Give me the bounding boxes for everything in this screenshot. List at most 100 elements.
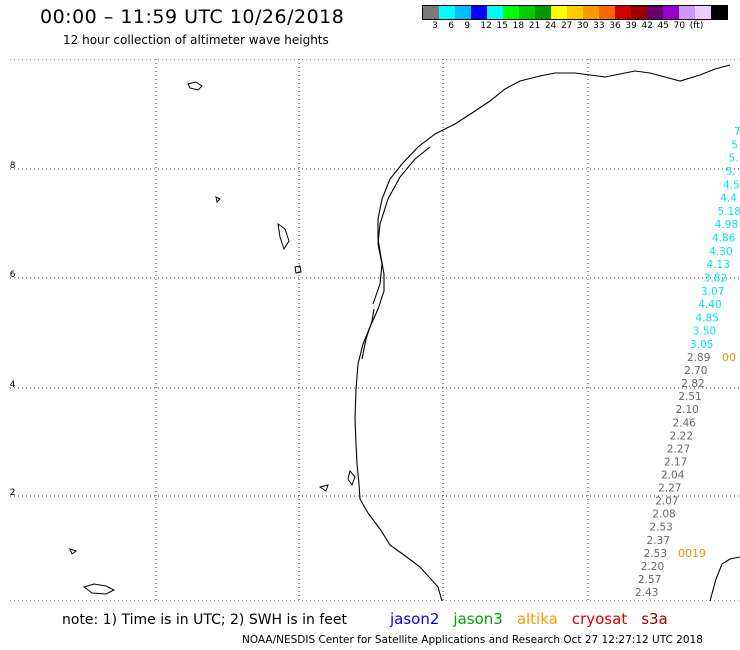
latitude-label: 24 [10, 380, 16, 390]
legend-swatch [695, 6, 711, 19]
legend-label: 24 [544, 21, 557, 31]
track-time-label: 0019 [678, 547, 706, 560]
legend-swatch [631, 6, 647, 19]
legend-swatch [583, 6, 599, 19]
legend-label: 27 [560, 21, 573, 31]
legend-label: 18 [512, 21, 525, 31]
wave-height-label: 2.53 [644, 548, 667, 560]
footer-note: note: 1) Time is in UTC; 2) SWH is in fe… [62, 612, 348, 628]
legend-swatch [615, 6, 631, 19]
map-subtitle: 12 hour collection of altimeter wave hei… [63, 33, 329, 47]
legend-label: 21 [528, 21, 541, 31]
legend-label: 15 [496, 21, 508, 31]
legend-label: 30 [577, 21, 589, 31]
coastal-islands [69, 81, 356, 595]
legend-label: 39 [625, 21, 637, 31]
wave-height-label: 2.27 [667, 443, 690, 455]
legend-label: 45 [657, 21, 670, 31]
legend-swatch [471, 6, 487, 19]
wave-height-map: -105-102-99-96-93-903028262422 755.5.4.5… [10, 59, 740, 601]
satellite-legend: jason2 jason3 altika cryosat s3a [390, 610, 682, 628]
legend-swatch [423, 6, 439, 19]
satellite-name: s3a [641, 610, 668, 628]
wave-height-label: 4.13 [707, 259, 730, 271]
legend-swatch [487, 6, 503, 19]
wave-height-label: 2.07 [655, 496, 678, 508]
wave-height-label: 3.82 [704, 272, 727, 284]
lat-lon-grid: -105-102-99-96-93-903028262422 [10, 59, 740, 601]
legend-swatch [535, 6, 551, 19]
wave-height-label: 2.82 [681, 378, 704, 390]
wave-height-label: 2.89 [687, 352, 710, 364]
legend-swatch [439, 6, 455, 19]
wave-height-label: 3.50 [693, 326, 716, 338]
lagoon-laguna-madre [361, 308, 375, 360]
wave-height-label: 2.17 [664, 456, 687, 468]
legend-swatch [647, 6, 663, 19]
wave-height-label: 2.10 [675, 404, 698, 416]
wave-height-label: 2.37 [647, 535, 670, 547]
wave-height-label: 4.40 [698, 299, 721, 311]
wave-height-label: 4.4 [720, 193, 737, 205]
wave-height-label: 3.07 [701, 286, 724, 298]
wave-height-label: 2.08 [652, 509, 675, 521]
satellite-name: jason3 [453, 610, 503, 628]
track-time-labels: 00 0019 [678, 351, 736, 560]
legend-label: 42 [641, 21, 653, 31]
legend-swatch [679, 6, 695, 19]
legend-label: 3 [432, 21, 438, 31]
barrier-islands [372, 146, 431, 305]
legend-label: 9 [464, 21, 471, 31]
wave-height-label: 2.27 [658, 483, 681, 495]
wave-height-label: 2.70 [684, 365, 707, 377]
altimeter-track-cyan: 755.5.4.54.45.184.984.864.304.133.823.07… [690, 126, 740, 351]
wave-height-label: 4.30 [709, 246, 732, 258]
legend-swatch [599, 6, 615, 19]
legend-label: 6 [448, 21, 454, 31]
credit-line: NOAA/NESDIS Center for Satellite Applica… [242, 634, 703, 646]
latitude-label: 28 [10, 161, 16, 171]
legend-swatch [663, 6, 679, 19]
altimeter-track-gray: 2.892.702.822.512.102.462.222.272.172.04… [635, 352, 710, 599]
wave-height-label: 2.46 [673, 417, 697, 429]
legend-swatch [551, 6, 567, 19]
wave-height-label: 2.04 [661, 470, 685, 482]
satellite-name: cryosat [571, 610, 628, 628]
wave-height-label: 2.53 [649, 522, 672, 534]
louisiana-coast [709, 556, 740, 601]
wave-height-label: 3.05 [690, 339, 713, 351]
legend-label: 70 [673, 21, 686, 31]
wave-height-label: 2.57 [638, 574, 661, 586]
legend-swatch [519, 6, 535, 19]
wave-height-label: 2.22 [670, 430, 693, 442]
wave-height-label: 4.86 [712, 233, 736, 245]
color-legend-labels: 3 6 9 12 15 18 21 24 27 30 33 36 39 42 45 70 (ft) [422, 21, 740, 35]
coastline [354, 64, 740, 601]
wave-height-label: 2.51 [678, 391, 701, 403]
legend-swatch [711, 6, 727, 19]
map-title: 00:00 – 11:59 UTC 10/26/2018 [40, 6, 345, 28]
wave-height-label: 4.5 [723, 179, 740, 191]
latitude-label: 22 [10, 488, 15, 498]
wave-height-label: 5. [726, 166, 736, 178]
legend-label: 12 [480, 21, 492, 31]
satellite-name: altika [516, 610, 558, 628]
latitude-label: 30 [10, 59, 16, 61]
legend-swatch [455, 6, 471, 19]
wave-height-label: 5. [729, 153, 739, 165]
legend-label: 33 [593, 21, 605, 31]
wave-height-label: 4.85 [696, 312, 719, 324]
legend-swatch [503, 6, 519, 19]
texas-mexico-coastline [354, 64, 731, 601]
wave-height-label: 5 [731, 139, 738, 151]
wave-height-label: 2.43 [635, 587, 658, 599]
legend-label: 36 [609, 21, 621, 31]
legend-label: (ft) [689, 21, 704, 31]
wave-height-label: 2.20 [641, 561, 664, 573]
legend-swatch [567, 6, 583, 19]
wave-height-label: 4.98 [715, 219, 738, 231]
color-legend [422, 5, 728, 20]
track-time-label: 00 [722, 351, 736, 364]
wave-height-label: 7 [734, 126, 740, 138]
satellite-name: jason2 [390, 610, 440, 628]
